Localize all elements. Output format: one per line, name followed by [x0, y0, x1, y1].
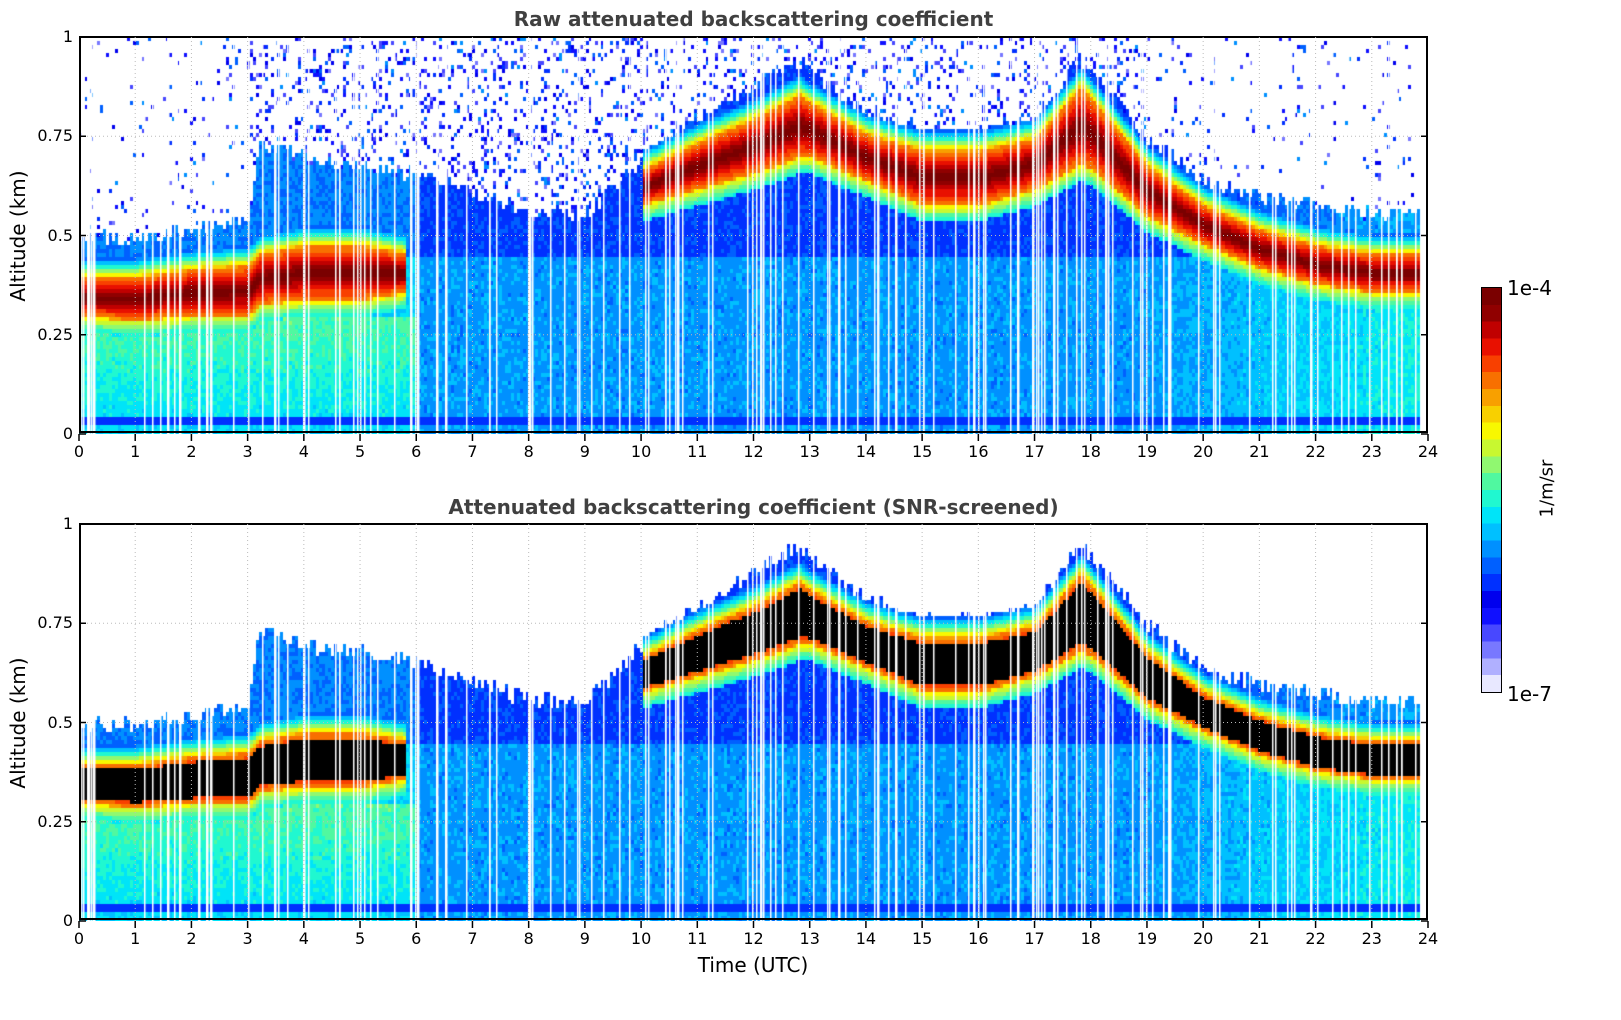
- x-tick-label: 21: [1249, 929, 1270, 948]
- top-y-axis-label: Altitude (km): [6, 170, 30, 302]
- bottom-panel-title: Attenuated backscattering coefficient (S…: [448, 495, 1059, 519]
- x-tick-label: 17: [1024, 442, 1045, 461]
- x-tick-label: 6: [411, 929, 422, 948]
- y-tick-label: 0.75: [37, 126, 73, 146]
- colorbar-unit-label: 1/m/sr: [1536, 459, 1558, 518]
- bottom-heatmap: [79, 524, 1428, 921]
- x-tick-label: 7: [467, 929, 478, 948]
- x-tick-label: 16: [968, 442, 989, 461]
- colorbar: [1481, 287, 1502, 693]
- y-tick-label: 0: [62, 911, 73, 930]
- y-tick-label: 1: [62, 27, 73, 46]
- y-tick-label: 0.25: [37, 324, 73, 344]
- x-tick-label: 4: [298, 442, 309, 461]
- y-tick-label: 0.5: [47, 225, 73, 245]
- x-tick-label: 19: [1136, 442, 1158, 461]
- x-tick-label: 23: [1361, 929, 1382, 948]
- x-tick-label: 5: [354, 442, 366, 461]
- x-tick-label: 14: [855, 442, 877, 461]
- x-tick-label: 1: [130, 442, 141, 461]
- x-tick-label: 0: [73, 929, 85, 948]
- bottom-heatmap-canvas: [79, 524, 1428, 921]
- x-tick-label: 1: [130, 929, 141, 948]
- x-tick-label: 5: [354, 929, 366, 948]
- x-tick-label: 11: [687, 929, 708, 948]
- x-tick-label: 17: [1024, 929, 1045, 948]
- x-tick-label: 20: [1192, 442, 1214, 461]
- x-tick-label: 18: [1080, 442, 1101, 461]
- y-tick-label: 0: [62, 424, 73, 443]
- x-tick-label: 20: [1192, 929, 1214, 948]
- x-tick-label: 9: [579, 442, 590, 461]
- x-tick-label: 19: [1136, 929, 1158, 948]
- colorbar-max-label: 1e-4: [1507, 276, 1552, 300]
- x-tick-label: 12: [743, 442, 764, 461]
- top-heatmap: [79, 37, 1428, 434]
- top-heatmap-canvas: [79, 37, 1428, 434]
- x-tick-label: 23: [1361, 442, 1382, 461]
- x-tick-label: 24: [1417, 442, 1439, 461]
- x-tick-label: 6: [411, 442, 422, 461]
- x-tick-label: 3: [242, 929, 253, 948]
- x-tick-label: 8: [523, 442, 534, 461]
- x-tick-label: 24: [1417, 929, 1439, 948]
- x-tick-label: 7: [467, 442, 478, 461]
- x-tick-label: 15: [911, 442, 933, 461]
- x-tick-label: 4: [298, 929, 309, 948]
- x-tick-label: 10: [630, 442, 652, 461]
- x-tick-label: 3: [242, 442, 253, 461]
- x-axis-label: Time (UTC): [697, 953, 809, 977]
- top-panel-title: Raw attenuated backscattering coefficien…: [513, 7, 994, 31]
- x-tick-label: 21: [1249, 442, 1270, 461]
- x-tick-label: 22: [1305, 929, 1326, 948]
- bottom-y-axis-label: Altitude (km): [6, 657, 30, 789]
- x-tick-label: 15: [911, 929, 933, 948]
- x-tick-label: 9: [579, 929, 590, 948]
- x-tick-label: 10: [630, 929, 652, 948]
- x-tick-label: 14: [855, 929, 877, 948]
- x-tick-label: 18: [1080, 929, 1101, 948]
- y-tick-label: 0.25: [37, 811, 73, 831]
- colorbar-min-label: 1e-7: [1507, 682, 1552, 706]
- x-tick-label: 11: [687, 442, 708, 461]
- y-tick-label: 0.75: [37, 613, 73, 633]
- x-tick-label: 2: [186, 929, 197, 948]
- y-tick-label: 1: [62, 514, 73, 533]
- x-tick-label: 0: [73, 442, 85, 461]
- x-tick-label: 13: [799, 929, 820, 948]
- x-tick-label: 22: [1305, 442, 1326, 461]
- x-tick-label: 13: [799, 442, 820, 461]
- x-tick-label: 12: [743, 929, 764, 948]
- x-tick-label: 8: [523, 929, 534, 948]
- x-tick-label: 16: [968, 929, 989, 948]
- x-tick-label: 2: [186, 442, 197, 461]
- y-tick-label: 0.5: [47, 712, 73, 732]
